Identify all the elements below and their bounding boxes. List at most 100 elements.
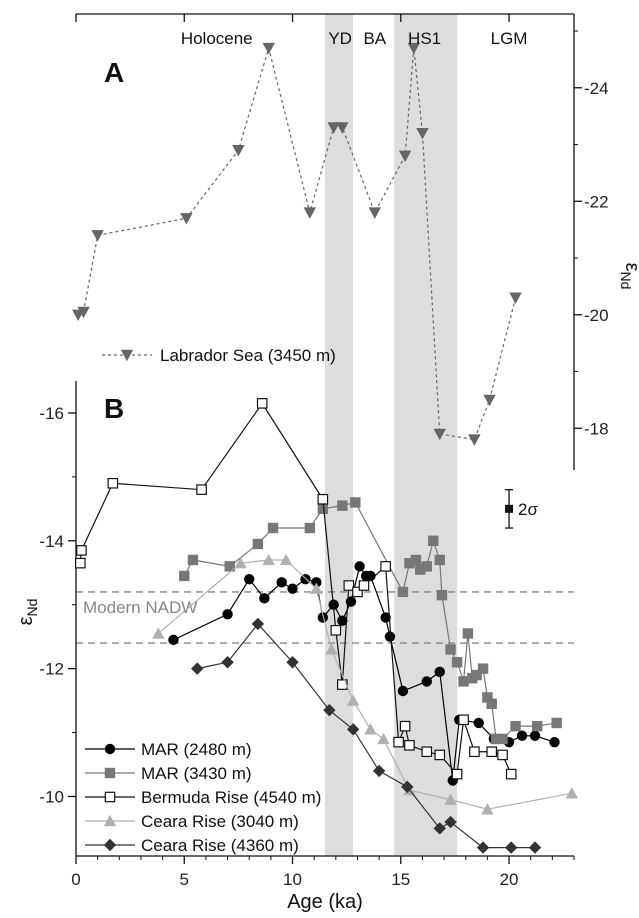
data-point-ceara-rise-4360 <box>401 780 414 794</box>
data-point-labrador-sea <box>398 150 412 163</box>
period-label-ba: BA <box>363 29 386 48</box>
data-point-ceara-rise-4360 <box>323 703 336 717</box>
data-point-mar-3430 <box>486 698 497 709</box>
panel-b-y-title: εNd <box>15 599 40 626</box>
data-point-ceara-rise-3040 <box>481 803 494 815</box>
legend-marker-mar-3430 <box>104 767 116 779</box>
panel-b-y-tick-label: -12 <box>39 660 64 679</box>
panel-b-y-tick-label: -16 <box>39 404 64 423</box>
data-point-bermuda-rise-4540 <box>404 740 415 751</box>
data-point-bermuda-rise-4540 <box>380 561 391 572</box>
data-point-labrador-sea <box>262 42 275 55</box>
data-point-mar-3430 <box>252 538 264 550</box>
data-point-mar-2480 <box>244 573 255 585</box>
data-series <box>71 42 579 854</box>
legends: Labrador Sea (3450 m) MAR (2480 m) MAR (34… <box>85 346 336 855</box>
panel-b-x-tick-label: 15 <box>391 870 410 889</box>
panel-a-y-title-sub: Nd <box>618 272 634 290</box>
data-point-ceara-rise-3040 <box>152 627 165 639</box>
legend-label-mar-3430: MAR (3430 m) <box>141 764 252 783</box>
legend-label-ceara-rise-3040: Ceara Rise (3040 m) <box>141 812 299 831</box>
panel-b-y-tick-label: -14 <box>39 532 64 551</box>
data-point-mar-3430 <box>445 644 456 655</box>
data-point-mar-2480 <box>365 570 376 582</box>
data-point-ceara-rise-4360 <box>528 841 542 854</box>
data-point-labrador-sea <box>407 42 420 55</box>
data-point-ceara-rise-3040 <box>444 793 457 805</box>
panel-a-y-tick-label: -18 <box>584 419 609 438</box>
error-bar-marker <box>505 504 514 513</box>
panel-label-b: B <box>104 393 124 424</box>
data-point-ceara-rise-3040 <box>377 732 390 745</box>
data-point-mar-3430 <box>462 628 474 639</box>
data-point-bermuda-rise-4540 <box>497 749 508 761</box>
data-point-mar-3430 <box>458 676 469 687</box>
data-point-bermuda-rise-4540 <box>330 624 342 636</box>
legend-marker-bermuda-rise-4540 <box>104 791 116 803</box>
data-point-labrador-sea <box>368 207 381 219</box>
data-point-mar-3430 <box>428 535 439 546</box>
data-point-labrador-sea <box>336 122 349 134</box>
data-point-mar-2480 <box>317 612 329 623</box>
data-point-mar-3430 <box>410 554 422 566</box>
axes: -18 -20 -22 -24 εNd -10 -12 -14 -16 0 5 10 15 20 Age (… <box>15 13 639 913</box>
data-point-bermuda-rise-4540 <box>256 398 268 409</box>
data-point-mar-3430 <box>350 497 361 508</box>
data-point-bermuda-rise-4540 <box>343 580 355 591</box>
data-point-mar-3430 <box>477 663 489 674</box>
data-point-ceara-rise-4360 <box>346 723 360 736</box>
data-point-mar-2480 <box>473 717 484 729</box>
data-point-ceara-rise-4360 <box>191 662 204 675</box>
data-point-mar-3430 <box>482 692 493 703</box>
legend-marker-ceara-rise-3040 <box>103 814 117 827</box>
data-point-mar-2480 <box>276 577 287 588</box>
series-line-mar-3430 <box>183 501 557 740</box>
data-point-bermuda-rise-4540 <box>399 720 411 732</box>
data-point-mar-2480 <box>529 730 541 741</box>
data-point-labrador-sea <box>509 292 522 304</box>
data-point-ceara-rise-4360 <box>505 841 518 854</box>
data-point-labrador-sea <box>91 230 104 242</box>
data-point-ceara-rise-3040 <box>262 553 275 566</box>
data-point-bermuda-rise-4540 <box>458 714 469 726</box>
data-point-mar-2480 <box>397 685 409 697</box>
data-point-mar-3430 <box>415 564 426 575</box>
data-point-ceara-rise-3040 <box>279 553 293 566</box>
period-label-hs1: HS1 <box>408 29 441 48</box>
data-point-mar-3430 <box>404 557 415 569</box>
data-point-mar-3430 <box>397 586 409 598</box>
legend-label-mar-2480: MAR (2480 m) <box>141 740 252 759</box>
data-point-bermuda-rise-4540 <box>421 746 433 758</box>
data-point-mar-2480 <box>421 676 432 687</box>
legend-label-labrador-sea: Labrador Sea (3450 m) <box>160 346 336 365</box>
data-point-mar-3430 <box>304 522 316 534</box>
panel-b-y-tick-label: -10 <box>39 787 64 806</box>
data-point-labrador-sea <box>327 122 340 134</box>
data-point-labrador-sea <box>433 428 446 441</box>
data-point-mar-2480 <box>354 561 365 572</box>
data-point-mar-3430 <box>267 522 279 534</box>
data-point-mar-2480 <box>516 730 528 741</box>
panel-a-y-tick-label: -24 <box>584 79 609 98</box>
panel-label-a: A <box>104 57 124 88</box>
data-point-ceara-rise-4360 <box>286 656 299 669</box>
x-axis-title: Age (ka) <box>287 891 363 913</box>
data-point-mar-3430 <box>471 669 482 681</box>
period-label-holocene: Holocene <box>181 29 253 48</box>
data-point-labrador-sea <box>416 127 429 140</box>
data-point-mar-3430 <box>421 561 432 572</box>
legend-label-bermuda-rise-4540: Bermuda Rise (4540 m) <box>141 788 321 807</box>
data-point-ceara-rise-3040 <box>310 582 323 594</box>
data-point-bermuda-rise-4540 <box>107 477 119 489</box>
data-point-mar-2480 <box>549 736 560 748</box>
data-point-mar-3430 <box>337 500 348 511</box>
data-point-mar-2480 <box>287 583 298 594</box>
data-point-ceara-rise-4360 <box>433 822 446 835</box>
data-point-labrador-sea <box>232 145 245 157</box>
data-point-mar-2480 <box>259 593 270 604</box>
data-point-bermuda-rise-4540 <box>196 484 207 495</box>
legend-label-ceara-rise-4360: Ceara Rise (4360 m) <box>141 836 299 855</box>
data-point-bermuda-rise-4540 <box>505 768 517 780</box>
data-point-bermuda-rise-4540 <box>469 746 480 758</box>
